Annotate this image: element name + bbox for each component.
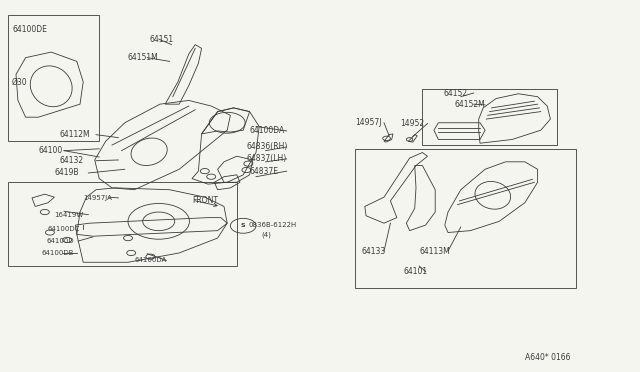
Text: S: S	[241, 223, 246, 228]
Text: 64100DA: 64100DA	[134, 257, 166, 263]
Text: 64100: 64100	[38, 146, 63, 155]
Text: 14957J: 14957J	[355, 118, 381, 127]
Text: 16419W: 16419W	[54, 212, 84, 218]
Text: 64152: 64152	[444, 89, 468, 97]
Text: (4): (4)	[261, 231, 271, 238]
Text: 64100DC: 64100DC	[48, 226, 81, 232]
Text: 64113M: 64113M	[419, 247, 450, 256]
Text: 14952: 14952	[400, 119, 424, 128]
Text: Ø30: Ø30	[12, 77, 27, 86]
Text: 64133: 64133	[362, 247, 386, 256]
Text: 64100DA: 64100DA	[250, 126, 285, 135]
Text: 64151: 64151	[149, 35, 173, 44]
Text: 0836B-6122H: 0836B-6122H	[248, 222, 296, 228]
Text: 14957JA: 14957JA	[83, 195, 112, 201]
Text: 64112M: 64112M	[60, 130, 90, 139]
Text: 64837E: 64837E	[250, 167, 278, 176]
Text: FRONT: FRONT	[192, 196, 218, 205]
Text: 64132: 64132	[60, 156, 84, 165]
Text: 64152M: 64152M	[454, 100, 485, 109]
Text: 6419B: 6419B	[54, 169, 79, 177]
Text: 64100DB: 64100DB	[42, 250, 74, 256]
Text: 64837(LH): 64837(LH)	[246, 154, 287, 163]
Text: 64100D: 64100D	[46, 238, 74, 244]
Text: 64836(RH): 64836(RH)	[246, 142, 288, 151]
Text: 64100DE: 64100DE	[13, 25, 47, 34]
Text: 64151M: 64151M	[128, 53, 159, 62]
Text: A640* 0166: A640* 0166	[525, 353, 570, 362]
Text: 64101: 64101	[403, 267, 428, 276]
